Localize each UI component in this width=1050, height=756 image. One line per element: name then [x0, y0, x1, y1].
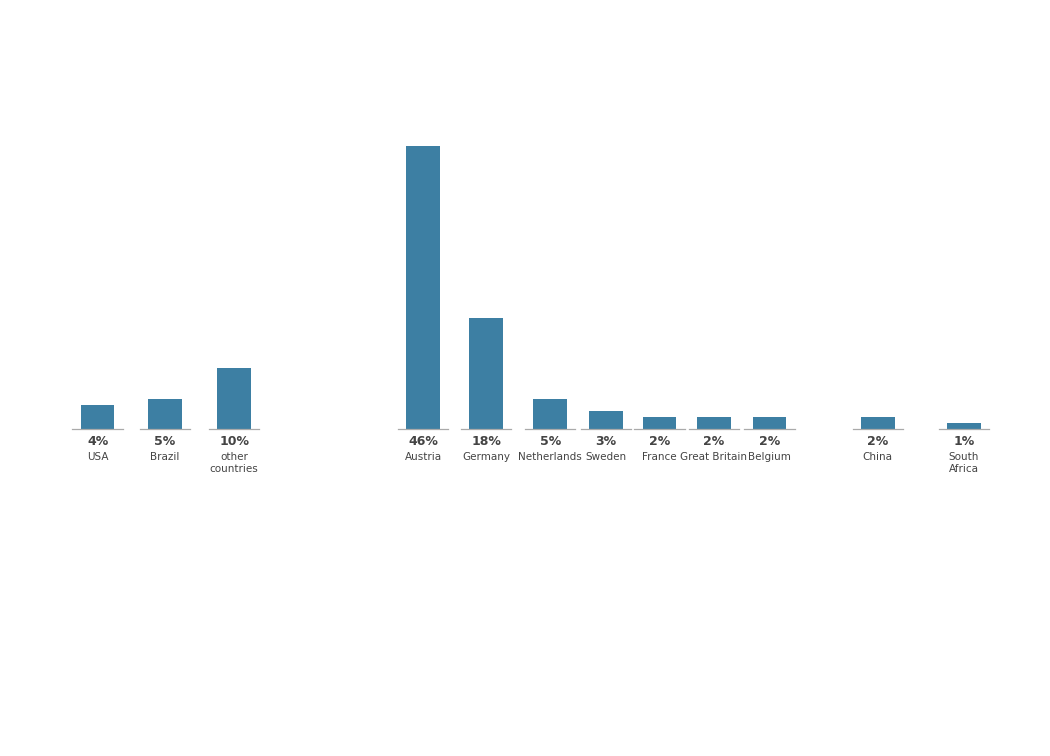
- FancyBboxPatch shape: [753, 417, 786, 429]
- Text: Germany: Germany: [462, 452, 510, 462]
- FancyBboxPatch shape: [697, 417, 731, 429]
- FancyBboxPatch shape: [81, 404, 114, 429]
- Text: 2%: 2%: [867, 435, 888, 448]
- FancyBboxPatch shape: [148, 398, 182, 429]
- Text: 2%: 2%: [649, 435, 670, 448]
- Text: Austria: Austria: [404, 452, 442, 462]
- Text: 1%: 1%: [953, 435, 974, 448]
- Text: Belgium: Belgium: [749, 452, 791, 462]
- Text: 10%: 10%: [219, 435, 249, 448]
- Text: USA: USA: [87, 452, 108, 462]
- FancyBboxPatch shape: [947, 423, 981, 429]
- FancyBboxPatch shape: [533, 398, 567, 429]
- Text: South
Africa: South Africa: [949, 452, 979, 474]
- Text: 18%: 18%: [471, 435, 501, 448]
- Text: 5%: 5%: [540, 435, 561, 448]
- FancyBboxPatch shape: [469, 318, 503, 429]
- Text: Sweden: Sweden: [585, 452, 627, 462]
- FancyBboxPatch shape: [861, 417, 895, 429]
- Text: 2%: 2%: [704, 435, 724, 448]
- Text: 4%: 4%: [87, 435, 108, 448]
- Text: France: France: [643, 452, 676, 462]
- FancyBboxPatch shape: [643, 417, 676, 429]
- Text: other
countries: other countries: [210, 452, 258, 474]
- Text: 5%: 5%: [154, 435, 175, 448]
- Text: 2%: 2%: [759, 435, 780, 448]
- Text: Great Britain: Great Britain: [680, 452, 748, 462]
- FancyBboxPatch shape: [589, 411, 623, 429]
- FancyBboxPatch shape: [217, 367, 251, 429]
- FancyBboxPatch shape: [406, 146, 440, 429]
- Text: China: China: [863, 452, 892, 462]
- Text: Brazil: Brazil: [150, 452, 180, 462]
- Text: 46%: 46%: [408, 435, 438, 448]
- Text: 3%: 3%: [595, 435, 616, 448]
- Text: Netherlands: Netherlands: [519, 452, 582, 462]
